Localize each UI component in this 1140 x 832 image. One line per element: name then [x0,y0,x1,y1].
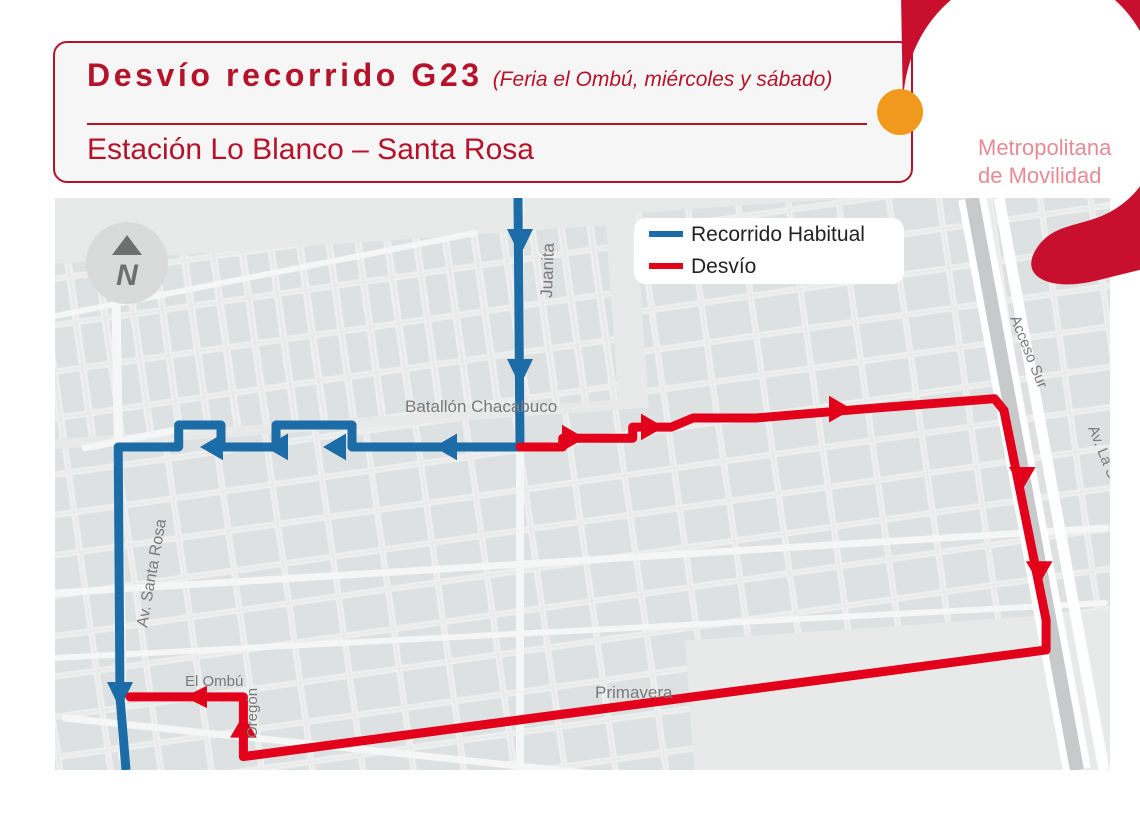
svg-text:Batallón Chacabuco: Batallón Chacabuco [405,397,557,416]
svg-text:Desvío: Desvío [691,255,756,278]
svg-text:N: N [116,259,139,292]
svg-text:Juanita: Juanita [537,242,558,298]
svg-text:El Ombú: El Ombú [185,673,243,690]
svg-text:Primavera: Primavera [595,683,673,702]
svg-text:Oregón: Oregón [244,688,261,738]
svg-text:Recorrido Habitual: Recorrido Habitual [691,223,865,246]
